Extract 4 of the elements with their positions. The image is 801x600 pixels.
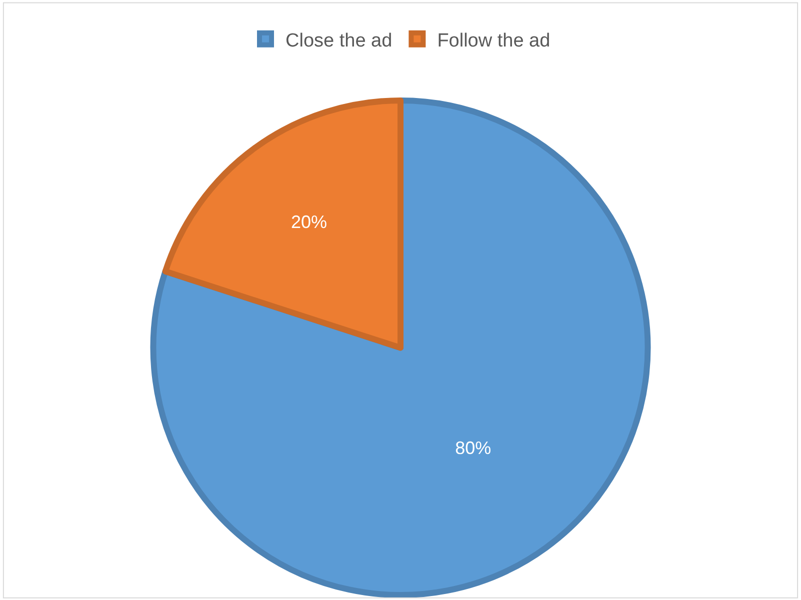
legend-label: Follow the ad [437, 30, 550, 52]
data-label: 80% [455, 438, 492, 458]
legend-label: Close the ad [286, 30, 392, 52]
data-label: 20% [290, 212, 327, 232]
